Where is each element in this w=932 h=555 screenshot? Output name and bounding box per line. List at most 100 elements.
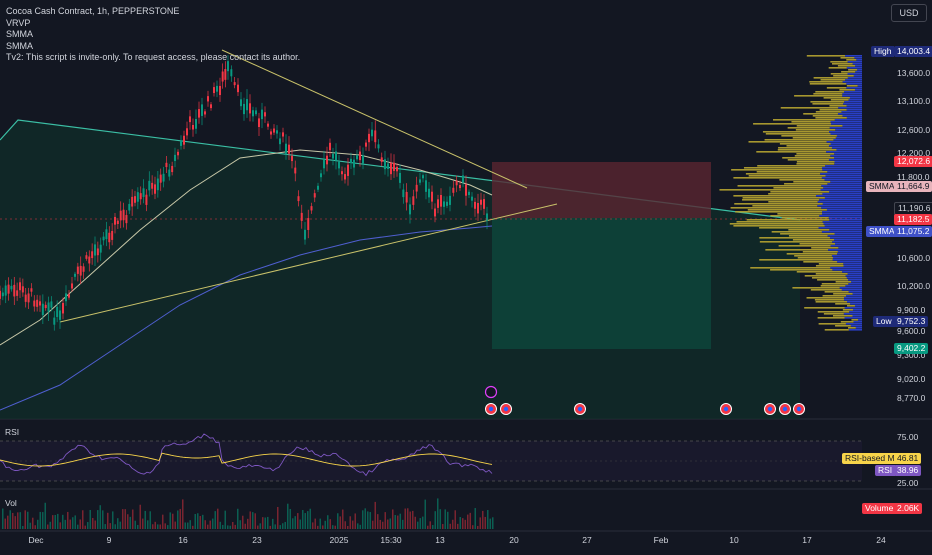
- symbol-title[interactable]: Cocoa Cash Contract, 1h, PEPPERSTONE: [6, 6, 180, 16]
- volume-bar: [407, 508, 409, 529]
- volume-pane-label[interactable]: Vol: [5, 498, 17, 508]
- vrvp-bar-down: [844, 297, 862, 299]
- vrvp-bar-up: [793, 181, 831, 183]
- volume-bar: [472, 525, 474, 529]
- vrvp-bar-down: [857, 319, 862, 321]
- volume-bar: [284, 521, 286, 529]
- volume-bar: [252, 512, 254, 529]
- vrvp-bar-up: [747, 209, 827, 211]
- vrvp-bar-up: [733, 177, 822, 179]
- candle-body: [393, 162, 395, 171]
- volume-bar: [344, 521, 346, 529]
- vrvp-bar-down: [830, 121, 862, 123]
- vrvp-bar-up: [762, 131, 830, 133]
- candle-body: [111, 230, 114, 240]
- candle-body: [255, 110, 257, 115]
- indicator-tv2-notice[interactable]: Tv2: This script is invite-only. To requ…: [6, 52, 301, 62]
- volume-bar: [119, 521, 121, 529]
- event-flag-inner: [723, 406, 729, 412]
- volume-bar: [42, 512, 44, 529]
- volume-bar: [257, 525, 259, 529]
- indicator-smma-1[interactable]: SMMA: [6, 29, 33, 39]
- volume-bar: [124, 509, 126, 529]
- vrvp-bar-up: [733, 225, 825, 227]
- volume-bar: [122, 509, 124, 529]
- indicator-vrvp[interactable]: VRVP: [6, 17, 31, 28]
- vrvp-bar-down: [837, 261, 862, 263]
- event-flag-inner: [796, 406, 802, 412]
- candle-body: [168, 169, 171, 177]
- volume-label: Volume: [862, 503, 897, 514]
- vrvp-bar-down: [845, 79, 862, 81]
- vrvp-bar-up: [851, 319, 858, 321]
- volume-bar: [404, 508, 406, 529]
- vrvp-bar-up: [764, 139, 834, 141]
- volume-bar: [207, 524, 209, 529]
- vrvp-bar-down: [822, 193, 862, 195]
- vrvp-bar-up: [771, 231, 822, 233]
- volume-bar: [447, 511, 449, 529]
- candle-body: [177, 151, 179, 156]
- vrvp-bar-up: [792, 287, 840, 289]
- vrvp-bar-up: [811, 277, 847, 279]
- candle-body: [371, 129, 373, 137]
- volume-bar: [89, 509, 91, 529]
- vrvp-bar-up: [809, 81, 843, 83]
- currency-button[interactable]: USD: [891, 4, 927, 22]
- volume-bar: [79, 519, 81, 529]
- candle-body: [480, 199, 482, 205]
- vrvp-bar-down: [854, 57, 862, 59]
- volume-bar: [332, 525, 334, 529]
- volume-bar: [389, 518, 391, 529]
- vrvp-bar-up: [796, 271, 843, 273]
- vrvp-bar-up: [831, 63, 853, 65]
- volume-bar: [367, 511, 369, 529]
- vrvp-bar-down: [821, 213, 862, 215]
- vrvp-bar-down: [845, 55, 862, 57]
- candle-body: [387, 163, 389, 169]
- volume-bar: [422, 516, 424, 529]
- volume-bar: [142, 518, 144, 529]
- vrvp-bar-up: [756, 171, 828, 173]
- vrvp-bar-up: [846, 59, 857, 61]
- vrvp-bar-down: [823, 223, 862, 225]
- vrvp-bar-up: [788, 235, 828, 237]
- vrvp-bar-down: [830, 133, 862, 135]
- candle-body: [201, 104, 203, 116]
- vrvp-bar-up: [781, 217, 829, 219]
- time-axis-tick: 17: [802, 535, 812, 545]
- candle-body: [204, 111, 206, 115]
- volume-bar: [154, 521, 156, 529]
- vrvp-bar-down: [830, 181, 862, 183]
- smma-fast-label: SMMA: [866, 181, 898, 192]
- candle-body: [116, 220, 119, 225]
- rsi-pane-label[interactable]: RSI: [5, 427, 20, 437]
- candle-body: [440, 194, 442, 207]
- vrvp-bar-up: [748, 141, 827, 143]
- vrvp-bar-up: [803, 113, 838, 115]
- vrvp-bar-down: [821, 207, 862, 209]
- candle-body: [216, 85, 218, 92]
- vrvp-bar-down: [829, 131, 862, 133]
- volume-bar: [262, 517, 264, 529]
- volume-bar: [362, 510, 364, 529]
- vrvp-bar-up: [815, 91, 845, 93]
- candle-body: [350, 158, 352, 163]
- upper-trendline: [221, 49, 528, 189]
- candle-body: [128, 203, 131, 211]
- indicator-smma-2[interactable]: SMMA: [6, 40, 33, 51]
- vrvp-bar-down: [838, 107, 862, 109]
- time-axis-tick: 16: [178, 535, 188, 545]
- vrvp-bar-up: [840, 321, 854, 323]
- volume-bar: [239, 520, 241, 529]
- candle-body: [402, 189, 405, 198]
- volume-bar: [17, 512, 19, 529]
- volume-bar: [387, 519, 389, 529]
- candle-body: [192, 124, 194, 130]
- volume-bar: [319, 518, 321, 529]
- vrvp-bar-up: [737, 185, 822, 187]
- candle-body: [243, 103, 245, 115]
- vrvp-bar-up: [810, 289, 842, 291]
